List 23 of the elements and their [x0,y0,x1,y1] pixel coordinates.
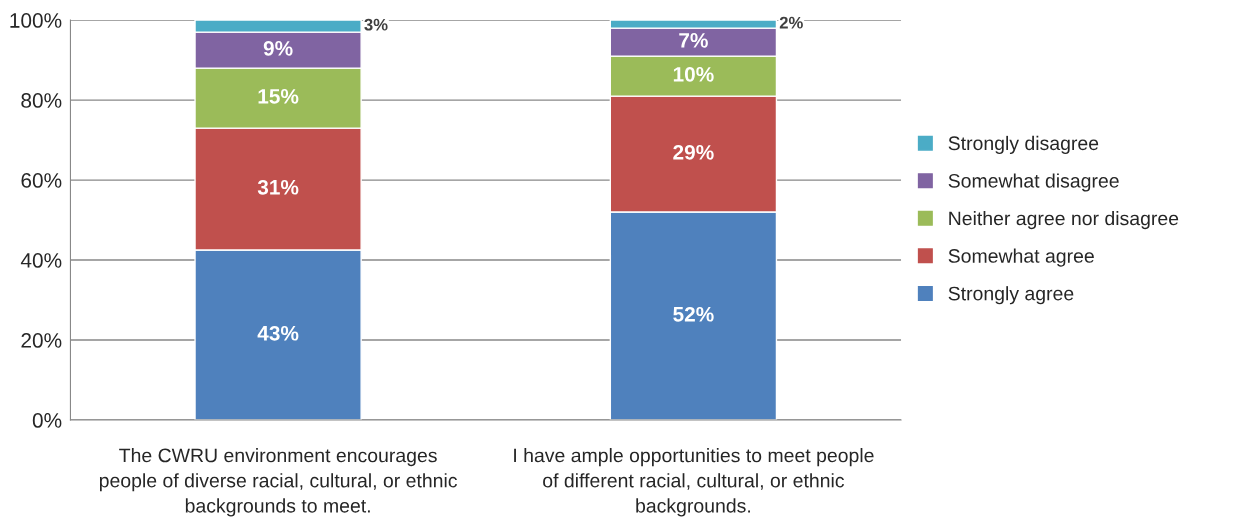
data-label: 7% [679,32,708,48]
data-label: 15% [258,88,299,104]
data-label: 43% [257,325,299,341]
x-tick-label: The CWRU environment encourages people of diverse racial, cultural, or ethnic backgrounds to meet. [99,448,458,517]
data-label: 10% [673,66,714,82]
legend-label: Somewhat agree [948,248,1094,267]
y-tick-label: 40% [20,253,62,268]
data-label: 9% [263,40,293,56]
y-tick-label: 20% [21,333,62,348]
data-label: 31% [257,179,299,195]
legend-label: Somewhat disagree [948,173,1119,192]
y-tick-label: 60% [21,173,62,188]
y-tick-label: 100% [10,13,62,28]
data-label: 3% [364,18,388,31]
x-tick-label: I have ample opportunities to meet people of different racial, cultural, or ethnic backgrounds. [514,448,874,517]
y-tick-label: 80% [21,93,62,108]
legend-label: Neither agree nor disagree [949,211,1179,230]
legend-label: Strongly disagree [948,135,1099,154]
data-label: 52% [673,306,714,322]
data-label: 2% [779,16,803,29]
legend-label: Strongly agree [948,286,1074,305]
data-label: 29% [673,144,714,160]
y-tick-label: 0% [32,413,62,428]
